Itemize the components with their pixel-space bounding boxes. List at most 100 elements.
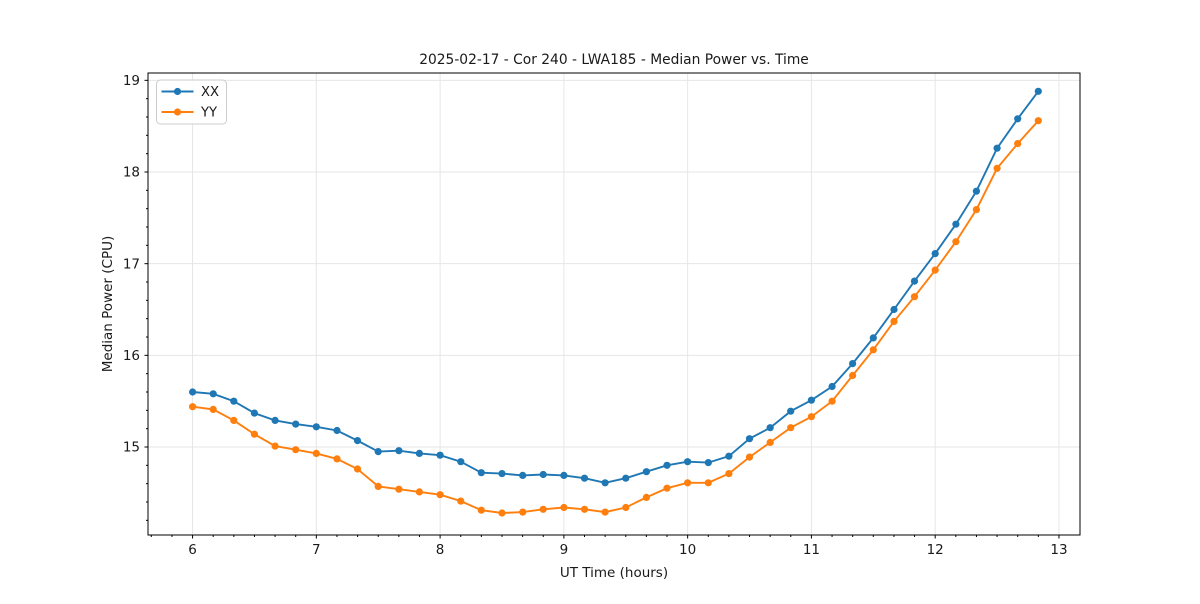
data-point-XX [828, 382, 836, 391]
data-point-YY [807, 413, 816, 421]
data-point-XX [931, 250, 939, 258]
data-point-YY [539, 505, 547, 513]
x-tick-label: 11 [803, 542, 820, 558]
x-axis-label: UT Time (hours) [560, 565, 668, 581]
data-point-YY [601, 508, 609, 516]
data-point-XX [642, 468, 651, 476]
y-tick-label: 19 [123, 73, 140, 89]
data-point-XX [993, 144, 1001, 152]
data-point-YY [353, 465, 362, 473]
data-point-XX [519, 471, 527, 479]
data-point-XX [415, 449, 423, 457]
data-point-YY [292, 446, 300, 454]
data-point-XX [1014, 115, 1022, 123]
data-point-YY [209, 405, 217, 413]
data-point-XX [333, 426, 341, 435]
data-point-YY [230, 416, 238, 424]
data-point-YY [250, 430, 258, 438]
data-point-YY [642, 493, 651, 501]
x-tick-label: 13 [1050, 542, 1067, 558]
data-point-YY [993, 164, 1001, 172]
data-point-XX [374, 448, 382, 456]
legend-label: YY [200, 106, 218, 121]
data-point-YY [828, 397, 836, 405]
data-point-XX [230, 397, 238, 405]
data-point-XX [539, 470, 547, 479]
data-point-XX [972, 187, 981, 195]
data-point-YY [972, 206, 981, 214]
data-point-XX [1034, 87, 1042, 95]
data-point-XX [580, 474, 589, 482]
data-point-YY [745, 453, 754, 461]
data-point-XX [292, 420, 300, 428]
data-point-YY [622, 503, 630, 512]
x-tick-label: 7 [312, 542, 321, 558]
data-point-XX [910, 277, 919, 285]
data-point-YY [477, 506, 485, 514]
x-tick-label: 9 [560, 542, 569, 558]
data-point-YY [849, 371, 857, 380]
x-tick-label: 8 [436, 542, 445, 558]
data-point-XX [890, 305, 898, 314]
data-point-XX [952, 220, 960, 228]
data-point-XX [271, 416, 279, 424]
x-tick-label: 6 [188, 542, 197, 558]
data-point-XX [560, 471, 568, 479]
data-point-YY [189, 403, 197, 411]
chart-title: 2025-02-17 - Cor 240 - LWA185 - Median P… [419, 52, 809, 68]
data-point-YY [436, 491, 444, 499]
data-point-YY [684, 479, 692, 487]
y-tick-label: 15 [123, 440, 140, 456]
legend-label: XX [201, 85, 219, 100]
data-point-XX [807, 396, 816, 404]
data-point-XX [622, 474, 630, 482]
data-point-YY [333, 455, 341, 463]
data-point-YY [415, 488, 423, 496]
data-point-XX [869, 334, 877, 342]
data-point-YY [931, 266, 939, 274]
data-point-YY [1014, 140, 1022, 148]
data-point-YY [312, 449, 320, 457]
x-tick-label: 12 [927, 542, 944, 558]
data-point-XX [209, 390, 217, 398]
series-line-XX [192, 90, 1040, 484]
data-point-XX [745, 435, 754, 443]
data-point-XX [395, 447, 403, 455]
data-point-YY [725, 470, 733, 478]
data-point-XX [250, 409, 258, 417]
legend-marker [173, 108, 182, 116]
data-point-YY [519, 508, 527, 516]
data-point-XX [436, 451, 444, 459]
data-point-YY [457, 497, 465, 505]
data-point-XX [663, 461, 671, 469]
data-point-XX [601, 479, 609, 487]
x-tick-label: 10 [679, 542, 696, 558]
data-point-XX [312, 423, 320, 431]
y-axis-label: Median Power (CPU) [100, 236, 116, 372]
data-point-YY [374, 482, 382, 490]
y-tick-label: 16 [123, 348, 140, 364]
data-point-YY [910, 293, 919, 301]
data-point-YY [663, 484, 671, 492]
data-point-XX [477, 469, 485, 477]
legend-marker [173, 87, 182, 96]
data-point-YY [498, 509, 506, 517]
y-tick-label: 18 [123, 165, 140, 181]
data-point-XX [684, 458, 692, 466]
data-point-XX [457, 458, 465, 466]
data-point-XX [189, 388, 197, 396]
data-point-XX [353, 437, 362, 445]
plot-layer: 6 7 8 9 10 11 12 13 15 16 17 18 19 [123, 72, 1081, 558]
y-tick-label: 17 [123, 256, 140, 272]
data-point-YY [787, 424, 795, 432]
data-point-XX [766, 424, 774, 432]
data-point-XX [704, 459, 712, 467]
data-point-XX [849, 360, 857, 368]
data-point-YY [271, 442, 279, 450]
data-point-XX [725, 452, 733, 460]
data-point-XX [787, 407, 795, 415]
data-point-YY [1034, 117, 1042, 125]
data-point-YY [580, 505, 589, 513]
